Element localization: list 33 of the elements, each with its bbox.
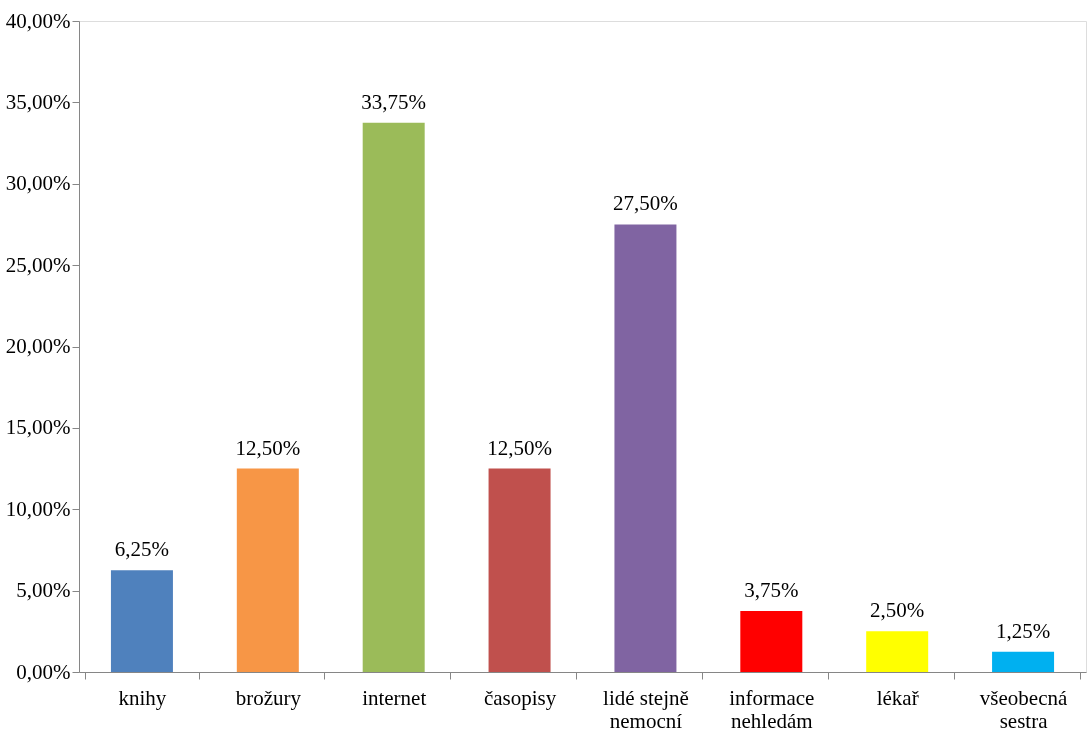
y-tick-label: 0,00% — [16, 659, 71, 684]
data-label: 27,50% — [613, 191, 678, 216]
x-tick-label: knihy — [118, 685, 167, 710]
data-label: 1,25% — [995, 618, 1051, 643]
bar — [740, 610, 803, 672]
bar — [992, 651, 1055, 672]
bar — [866, 631, 929, 672]
bar — [614, 224, 677, 672]
data-label: 33,75% — [361, 89, 427, 114]
y-tick-label: 5,00% — [16, 578, 71, 603]
data-label: 12,50% — [235, 435, 301, 460]
y-tick-label: 15,00% — [5, 415, 71, 440]
bar — [362, 122, 425, 672]
data-label: 6,25% — [114, 537, 170, 562]
x-tick-label: lékař — [876, 685, 919, 710]
x-tick-label: všeobecná sestra — [979, 685, 1068, 733]
bar — [110, 570, 173, 672]
data-label: 2,50% — [870, 598, 925, 623]
y-tick-label: 10,00% — [5, 496, 71, 521]
x-tick-label: časopisy — [483, 685, 557, 710]
x-tick-label: internet — [362, 685, 427, 710]
data-label: 3,75% — [744, 577, 799, 602]
y-tick-label: 40,00% — [5, 8, 71, 33]
x-tick-label: informace nehledám — [729, 685, 815, 733]
x-tick-label: brožury — [235, 685, 302, 710]
data-label: 12,50% — [487, 435, 552, 460]
y-tick-label: 25,00% — [5, 252, 71, 277]
y-tick-label: 20,00% — [5, 334, 71, 358]
bar — [236, 468, 299, 672]
x-tick-label: lidé stejně nemocní — [603, 685, 689, 733]
y-tick-label: 30,00% — [5, 171, 71, 196]
y-tick-label: 35,00% — [5, 89, 71, 114]
bar — [488, 468, 551, 672]
